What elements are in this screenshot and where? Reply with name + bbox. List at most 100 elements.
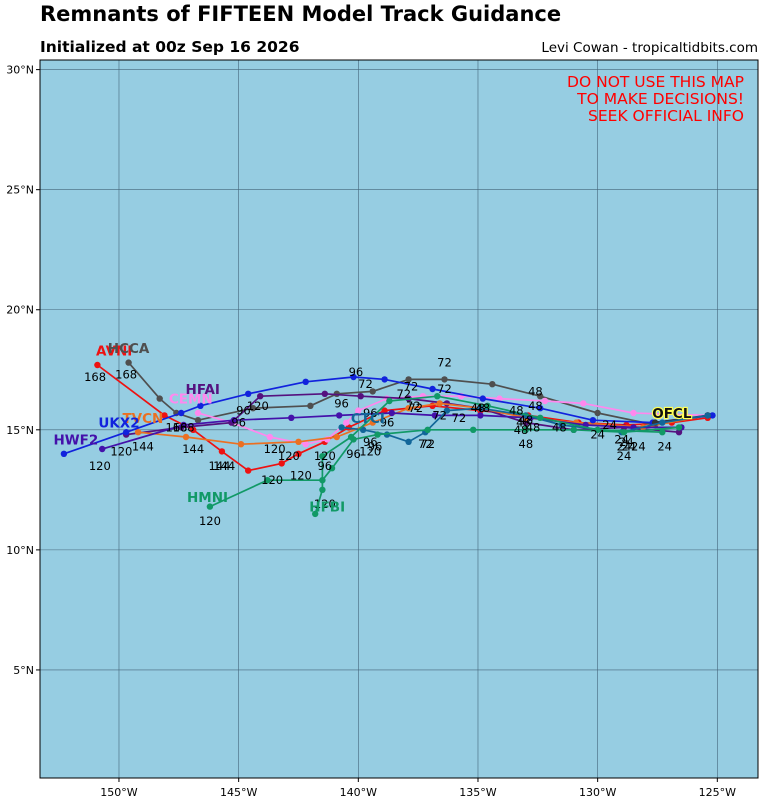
hour-label: 72 [420, 437, 435, 451]
hour-label: 48 [519, 413, 534, 427]
track-point-avni [381, 407, 388, 414]
lat-tick-label: 10°N [6, 544, 34, 557]
hour-label: 120 [314, 497, 336, 511]
track-point-hwf2 [477, 412, 484, 419]
hour-label: 144 [182, 442, 204, 456]
track-point-ukx2 [429, 385, 436, 393]
hour-label: 48 [516, 416, 531, 430]
track-point-ukx2 [178, 409, 185, 417]
hour-label: 168 [115, 368, 137, 382]
hour-label: 72 [437, 356, 452, 370]
track-point-avni [94, 361, 101, 369]
track-point-hcca [594, 409, 601, 417]
lon-tick-label: 145°W [220, 786, 257, 799]
track-point-hcca [489, 381, 496, 388]
hour-label: 120 [247, 399, 269, 413]
ocean-background [40, 60, 758, 778]
track-tvcn [134, 400, 711, 448]
hour-label: 120 [359, 444, 381, 458]
hour-label: 144 [209, 459, 231, 473]
track-point-ukx2 [709, 412, 716, 419]
track-point-ctci [338, 424, 345, 431]
track-line-hmni [209, 426, 680, 508]
track-point-ukx2 [197, 402, 204, 409]
hour-label: 168 [84, 370, 106, 384]
hour-label: 48 [509, 404, 524, 418]
track-point-cemn [496, 395, 503, 402]
track-line-ukx2 [63, 376, 713, 455]
track-point-avni [245, 467, 252, 474]
track-point-hcca [307, 402, 314, 409]
track-point-hfai [257, 393, 264, 400]
track-point-hmni [206, 503, 214, 510]
warning-text: DO NOT USE THIS MAP TO MAKE DECISIONS! S… [567, 73, 744, 125]
track-point-ukx2 [245, 390, 252, 397]
track-point-hcca [369, 388, 376, 395]
model-label-hfbi: HFBI [309, 500, 345, 516]
track-point-tvcn [182, 433, 190, 441]
track-point-hfai [357, 393, 364, 400]
model-label-ukx2: UKX2 [98, 416, 139, 432]
track-point-tvcn [333, 433, 340, 441]
track-point-cemn [194, 409, 202, 417]
track-point-ukx2 [537, 405, 544, 412]
track-hcca [125, 359, 711, 429]
forecast-hour-labels: 1681441201684896144144144120120969612096… [84, 356, 672, 528]
track-line-hwf2 [101, 412, 682, 450]
track-point-tvcn [295, 438, 302, 445]
hour-label: 72 [432, 408, 447, 422]
hour-label: 24 [590, 428, 605, 442]
hour-label: 120 [89, 459, 111, 473]
track-point-hcca [249, 405, 257, 412]
track-point-hwf2 [288, 414, 295, 421]
model-tracks [60, 359, 716, 518]
credit-text: Levi Cowan - tropicaltidbits.com [541, 40, 758, 56]
hour-label: 48 [528, 384, 543, 398]
track-point-hmni [570, 426, 577, 433]
track-point-avni [218, 448, 226, 455]
model-label-hfai: HFAI [186, 382, 220, 398]
track-point-hmni [424, 426, 431, 433]
hour-label: 24 [614, 432, 629, 446]
lat-tick-label: 20°N [6, 304, 34, 317]
hour-label: 120 [290, 468, 312, 482]
hour-label: 24 [602, 418, 617, 432]
hour-label: 96 [231, 416, 246, 430]
track-point-hfbi [594, 426, 601, 433]
warning-line-2: TO MAKE DECISIONS! [576, 90, 744, 108]
hour-label: 48 [526, 420, 541, 434]
hour-label: 120 [314, 449, 336, 463]
hour-label: 48 [514, 423, 529, 437]
track-point-tvcn [436, 400, 443, 407]
model-label-ctci: CTCI [351, 411, 385, 427]
lon-tick-label: 150°W [100, 786, 137, 799]
track-point-hfbi [434, 393, 441, 400]
track-point-ukx2 [479, 395, 486, 402]
track-point-tvcn [134, 429, 142, 436]
hour-label: 24 [657, 440, 672, 454]
hour-label: 48 [475, 401, 490, 415]
model-label-hwf2: HWF2 [53, 432, 98, 448]
hour-label: 120 [199, 514, 221, 528]
hour-label: 144 [213, 459, 235, 473]
track-point-hwf2 [336, 412, 343, 419]
map-frame [39, 59, 759, 779]
hour-label: 24 [617, 440, 632, 454]
hour-label: 48 [519, 437, 534, 451]
track-point-hfbi [312, 510, 319, 518]
track-point-hwf2 [180, 421, 187, 429]
hour-label: 96 [346, 447, 361, 461]
track-point-hmni [264, 477, 271, 484]
lat-tick-label: 25°N [6, 184, 34, 197]
track-point-cemn [630, 409, 637, 417]
hour-label: 24 [619, 435, 634, 449]
track-point-hfai [321, 390, 328, 397]
track-point-tvcn [369, 419, 376, 426]
track-point-hcca [441, 376, 448, 383]
track-point-cemn [541, 397, 549, 405]
track-point-ctci [704, 412, 711, 419]
track-point-hwf2 [388, 409, 395, 417]
lat-tick-label: 5°N [13, 664, 34, 677]
